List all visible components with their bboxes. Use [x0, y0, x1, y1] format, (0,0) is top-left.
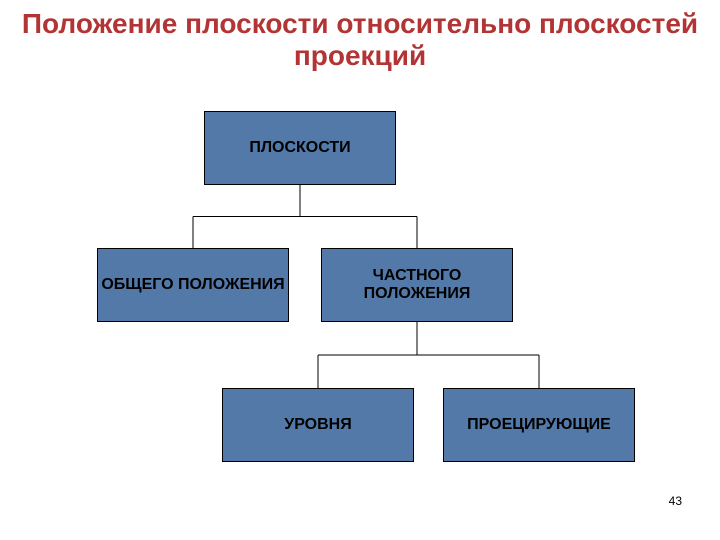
diagram-node-general: ОБЩЕГО ПОЛОЖЕНИЯ — [97, 248, 289, 322]
diagram-node-level: УРОВНЯ — [222, 388, 414, 462]
diagram-node-special: ЧАСТНОГО ПОЛОЖЕНИЯ — [321, 248, 513, 322]
diagram-node-root: ПЛОСКОСТИ — [204, 111, 396, 185]
page-number: 43 — [669, 494, 682, 508]
page-title: Положение плоскости относительно плоскос… — [0, 8, 720, 72]
diagram-node-project: ПРОЕЦИРУЮЩИЕ — [443, 388, 635, 462]
